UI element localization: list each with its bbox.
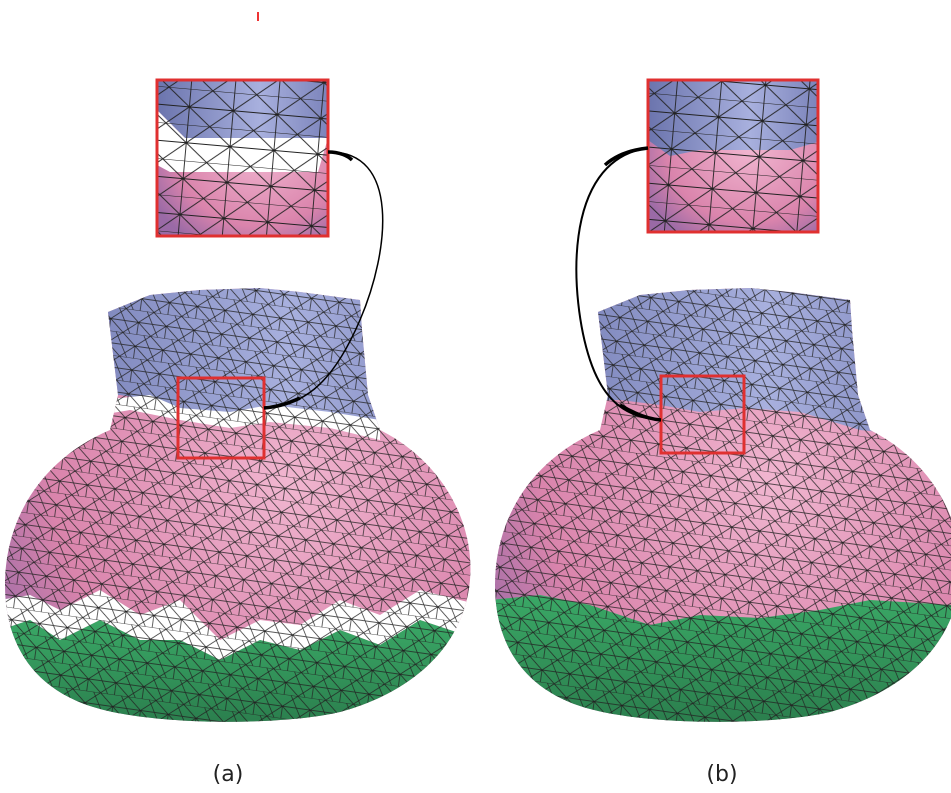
connector: [328, 152, 352, 160]
figure: (a) (b): [0, 0, 951, 793]
vase-a: [0, 280, 480, 730]
inset-a: [157, 80, 328, 236]
inset-b: [648, 80, 818, 232]
caption-label: (a): [213, 762, 244, 787]
vase-b: [490, 280, 951, 730]
mark: [257, 12, 259, 21]
connector: [605, 148, 648, 165]
caption-label: (b): [706, 762, 737, 787]
